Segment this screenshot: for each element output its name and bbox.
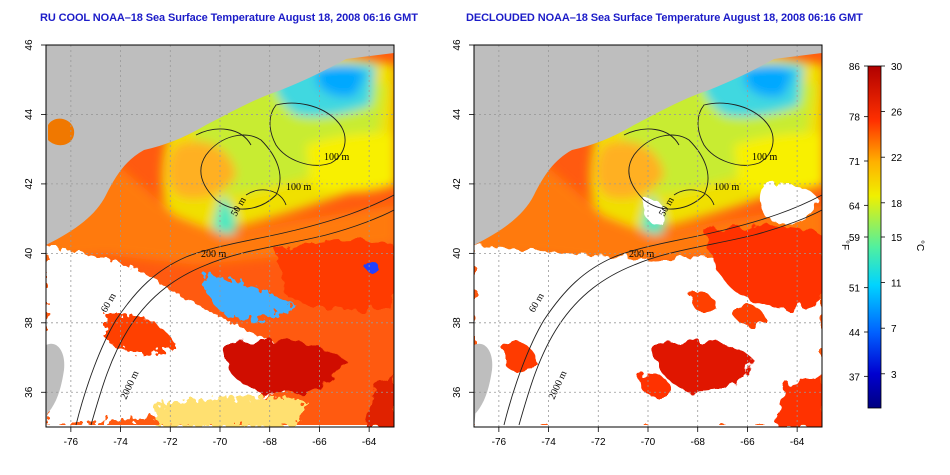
celsius-tick-label: 26: [891, 108, 903, 119]
celsius-tick-label: 15: [891, 233, 903, 244]
right-map-panel: 100 m 100 m 50 m 200 m 60 m 2000 m -76 -7…: [452, 39, 823, 448]
fahrenheit-tick-label: 86: [849, 62, 861, 73]
y-tick-label: 46: [452, 39, 463, 51]
x-tick-label: -74: [541, 437, 556, 448]
y-tick-label: 36: [24, 386, 35, 398]
axes-left: -76 -74 -72 -70 -68 -66 -64 36 38 40 42 44 46: [24, 39, 377, 448]
y-tick-label: 38: [452, 317, 463, 329]
x-tick-label: -68: [262, 437, 277, 448]
fahrenheit-unit-label: °F: [839, 240, 850, 250]
fahrenheit-tick-label: 59: [849, 233, 861, 244]
colorbar-ticks: 30 26 22 18 15 11 7 3 86 78 71 64 59 51 44 37: [849, 62, 903, 383]
contour-label-100m-a: 100 m: [324, 152, 350, 163]
y-tick-label: 44: [452, 108, 463, 120]
fahrenheit-tick-label: 51: [849, 284, 861, 295]
x-tick-label: -72: [591, 437, 606, 448]
land-mass: [474, 45, 822, 427]
celsius-tick-label: 22: [891, 153, 903, 164]
x-tick-label: -66: [312, 437, 327, 448]
grid-lines-right: [474, 45, 822, 427]
x-tick-label: -66: [740, 437, 755, 448]
y-tick-label: 42: [452, 178, 463, 190]
y-tick-label: 36: [452, 386, 463, 398]
colorbar: °F °C 30 26 22 18 15 11 7 3 86 78 71 64 59 51 44 37: [839, 62, 925, 409]
y-tick-label: 40: [452, 247, 463, 259]
right-panel-title: DECLOUDED NOAA–18 Sea Surface Temperatur…: [466, 12, 863, 24]
celsius-tick-label: 3: [891, 370, 897, 381]
fahrenheit-tick-label: 64: [849, 201, 861, 212]
colorbar-strip: [867, 65, 882, 409]
x-tick-label: -74: [113, 437, 128, 448]
x-tick-label: -70: [213, 437, 228, 448]
contour-label-200m: 200 m: [201, 249, 227, 260]
celsius-tick-label: 30: [891, 62, 903, 73]
x-tick-label: -76: [492, 437, 507, 448]
contour-label-100m-b: 100 m: [286, 182, 312, 193]
x-tick-label: -64: [362, 437, 377, 448]
x-tick-label: -68: [690, 437, 705, 448]
contour-label-200m: 200 m: [629, 249, 655, 260]
contour-label-100m-b: 100 m: [714, 182, 740, 193]
bathymetry-contours: [503, 102, 822, 426]
fahrenheit-tick-label: 71: [849, 157, 861, 168]
land-mass: [46, 45, 394, 427]
celsius-unit-label: °C: [914, 240, 925, 251]
x-tick-label: -70: [641, 437, 656, 448]
celsius-tick-label: 11: [891, 279, 902, 290]
y-tick-label: 38: [24, 317, 35, 329]
celsius-tick-label: 7: [891, 324, 897, 335]
axes-right: -76 -74 -72 -70 -68 -66 -64 36 38 40 42 44 46: [452, 39, 805, 448]
y-tick-label: 44: [24, 108, 35, 120]
x-tick-label: -64: [790, 437, 805, 448]
left-map-panel: 100 m 100 m 50 m 200 m 60 m 2000 m -76 -7…: [24, 39, 395, 448]
fahrenheit-tick-label: 37: [849, 372, 861, 383]
grid-lines-left: [46, 45, 394, 427]
y-tick-label: 46: [24, 39, 35, 51]
celsius-tick-label: 18: [891, 199, 903, 210]
x-tick-label: -72: [163, 437, 178, 448]
left-panel-title: RU COOL NOAA–18 Sea Surface Temperature …: [40, 12, 418, 24]
x-tick-label: -76: [64, 437, 79, 448]
contour-label-100m-a: 100 m: [752, 152, 778, 163]
y-tick-label: 40: [24, 247, 35, 259]
fahrenheit-tick-label: 78: [849, 113, 861, 124]
fahrenheit-tick-label: 44: [849, 328, 861, 339]
y-tick-label: 42: [24, 178, 35, 190]
